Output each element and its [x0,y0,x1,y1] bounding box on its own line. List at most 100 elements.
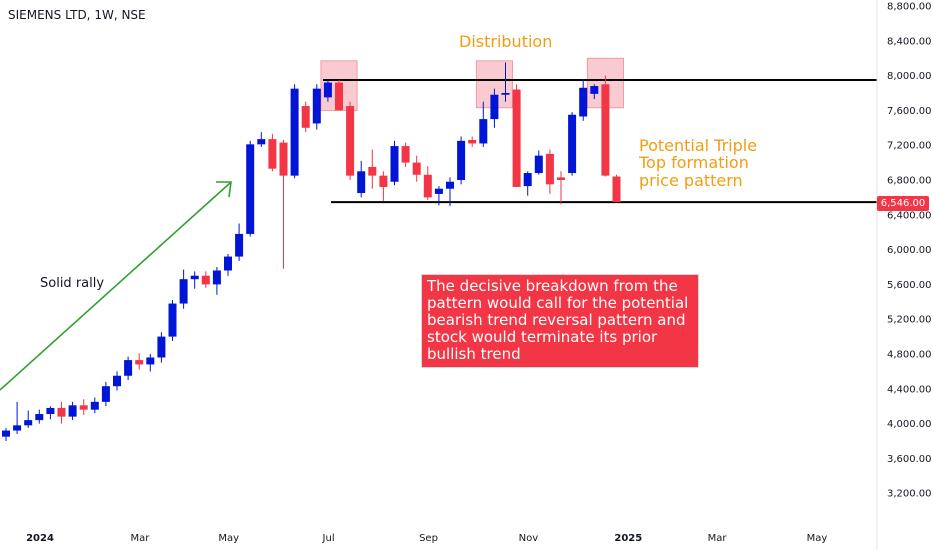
candle[interactable] [390,140,399,186]
candle[interactable] [557,171,565,205]
candle-body [113,375,121,387]
candle-body [534,155,543,174]
candle[interactable] [579,79,588,121]
candle-body [590,86,599,94]
candle[interactable] [146,354,155,372]
price-tick-label: 7,200.00 [887,141,932,152]
candle[interactable] [346,101,355,180]
candle[interactable] [224,253,232,276]
candle-body [290,88,299,176]
symbol-title[interactable]: SIEMENS LTD, 1W, NSE [8,8,146,22]
candle[interactable] [268,133,277,172]
candle-body [568,114,577,174]
candle[interactable] [157,332,166,363]
candle[interactable] [279,139,288,269]
time-tick-label: 2025 [614,533,642,544]
solid-rally-label: Solid rally [40,276,105,291]
candle[interactable] [79,399,88,415]
candle[interactable] [246,140,255,237]
candle[interactable] [35,409,44,424]
price-tick-label: 6,800.00 [887,176,932,187]
candle[interactable] [13,401,22,435]
candle[interactable] [257,132,266,147]
candle[interactable] [190,271,199,289]
candle[interactable] [534,150,543,175]
candle[interactable] [179,269,188,309]
candle[interactable] [457,136,466,185]
candle-body [124,360,133,376]
candle[interactable] [501,62,510,102]
candle[interactable] [545,149,554,194]
candle[interactable] [468,136,477,147]
candle[interactable] [523,171,532,196]
candle-body [212,270,221,285]
time-tick-label: Mar [130,533,150,544]
time-tick-label: 2024 [26,533,54,544]
last-price-tag: 6,546.00 [877,196,929,211]
candle-body [201,275,210,285]
candle-body [401,146,410,163]
candle[interactable] [590,84,599,100]
candle[interactable] [512,84,521,187]
time-axis[interactable]: 2024 Mar May Jul Sep Nov 2025 Mar May [26,533,827,544]
candle[interactable] [135,353,144,370]
candle[interactable] [357,160,366,198]
candle[interactable] [46,406,55,420]
price-tick-label: 3,200.00 [887,489,932,500]
candle[interactable] [434,186,443,206]
candle[interactable] [168,300,177,341]
candle-body [224,256,232,271]
candle[interactable] [446,177,454,207]
candle[interactable] [68,401,77,421]
candle[interactable] [24,410,33,428]
candle-body [523,173,532,187]
candle[interactable] [479,101,488,147]
candle[interactable] [90,397,99,414]
candle-body [46,407,55,415]
candle-body [268,139,277,169]
candle[interactable] [368,149,377,189]
candle[interactable] [312,84,321,130]
candle[interactable] [212,267,221,295]
price-tick-label: 8,000.00 [887,71,932,82]
candle-body [179,279,188,304]
candle[interactable] [301,101,310,133]
candle-body [479,119,488,144]
time-tick-label: May [807,533,828,544]
distribution-zones [320,57,624,111]
candle-body [434,188,443,194]
candle[interactable] [124,356,133,381]
candle[interactable] [412,155,421,182]
candle[interactable] [490,88,499,128]
candle[interactable] [323,79,332,102]
candle[interactable] [290,84,299,179]
candle-body [601,84,610,176]
rally-arrow-head [216,181,232,198]
candle[interactable] [201,271,210,288]
price-tick-label: 8,400.00 [887,36,932,47]
rally-arrow-line [0,182,231,391]
candle[interactable] [235,223,244,261]
candle-body [490,94,499,120]
candle[interactable] [101,381,110,407]
candle-body [457,140,466,180]
candle[interactable] [379,171,388,201]
candle[interactable] [113,371,121,391]
candle[interactable] [423,166,432,201]
price-axis[interactable]: 3,200.00 3,600.00 4,000.00 4,400.00 4,800.00… [887,2,932,500]
candle[interactable] [568,112,577,176]
price-tick-label: 8,800.00 [887,2,932,13]
candle[interactable] [401,142,410,167]
candle[interactable] [335,79,343,111]
candle-body [412,162,421,175]
candle[interactable] [612,174,621,203]
candle[interactable] [2,427,10,441]
candle-body [390,146,399,182]
candle[interactable] [57,401,66,424]
rally-arrow [0,181,232,391]
candle-body [157,336,166,358]
triple-top-label-line3: price pattern [639,171,743,190]
candle[interactable] [601,75,610,177]
candle-body [279,142,288,176]
